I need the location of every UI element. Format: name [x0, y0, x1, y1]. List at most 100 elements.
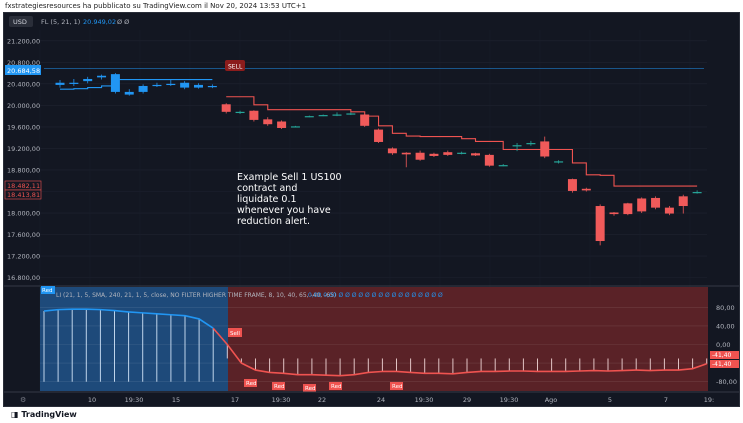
time-tick: 19:30	[500, 396, 519, 404]
candle-body	[166, 83, 176, 86]
osc-tag-sell: Sell	[228, 328, 242, 337]
candle-body	[567, 179, 577, 191]
svg-text:Red: Red	[331, 384, 341, 390]
candle	[692, 190, 702, 194]
candle	[318, 114, 328, 117]
candle-body	[207, 85, 217, 88]
osc-legend-values: 0,00 0,00 Ø Ø Ø Ø Ø Ø Ø Ø Ø Ø Ø Ø Ø Ø Ø …	[308, 292, 443, 299]
red-price-text-2: 18.413,81	[7, 191, 40, 199]
branding-bar: ◨ TradingView	[3, 408, 740, 423]
publication-caption: fxstrategiesresources ha pubblicato su T…	[5, 2, 307, 10]
candle	[609, 211, 619, 216]
osc-value-label-1: -41,40	[710, 351, 739, 359]
tradingview-logo: ◨ TradingView	[11, 410, 77, 419]
annotation-text: Example Sell 1 US100 contract and liquid…	[237, 172, 342, 227]
candle-body	[374, 129, 384, 142]
candle-body	[595, 206, 605, 242]
price-tick: 20.000,00	[7, 102, 40, 110]
candle-body	[484, 154, 494, 166]
candle	[374, 128, 384, 144]
osc-tick: 40,00	[716, 322, 735, 330]
candle	[221, 103, 231, 114]
annotation-line-1: Example Sell 1 US100	[237, 172, 342, 183]
candle-body	[429, 153, 439, 156]
time-axis[interactable]: 10 19:30 15 17 19:30 22 24 19:30 29 19:30 Ago 5 7 19:	[88, 396, 714, 404]
time-tick: 5	[608, 396, 612, 404]
annotation-line-2: contract and	[237, 183, 297, 194]
svg-text:Red: Red	[274, 384, 284, 390]
candle	[97, 74, 107, 80]
annotation-line-5: reduction alert.	[237, 216, 310, 227]
candle-body	[346, 113, 356, 115]
candle-body	[471, 153, 480, 156]
candle	[346, 112, 356, 116]
indicator-value: 20.949,02	[83, 18, 116, 26]
candle-body	[498, 165, 508, 167]
candle-body	[263, 119, 273, 125]
candle-body	[277, 121, 287, 128]
candle	[304, 115, 314, 118]
chart-canvas[interactable]: USD FL (5, 21, 1) 20.949,02 Ø Ø 21.200,0…	[4, 13, 739, 406]
trailing-stop-blue	[60, 78, 213, 90]
time-tick: 24	[377, 396, 385, 404]
price-tick: 18.800,00	[7, 166, 40, 174]
candle	[152, 82, 162, 88]
candle-body	[152, 84, 162, 87]
candle-body	[457, 152, 467, 154]
candle-body	[138, 85, 148, 92]
candle	[69, 78, 79, 86]
candle-body	[124, 91, 134, 95]
sell-flag[interactable]: SELL	[225, 60, 245, 71]
price-tick: 20.400,00	[7, 80, 40, 88]
sell-flag-label: SELL	[228, 64, 243, 71]
candle-body	[526, 143, 536, 145]
candle	[498, 164, 508, 167]
candle-body	[83, 78, 93, 82]
time-tick: 19:	[704, 396, 714, 404]
candle-body	[55, 82, 65, 85]
candle	[194, 83, 203, 89]
candle	[401, 152, 411, 168]
candle	[651, 196, 661, 210]
currency-badge[interactable]	[9, 16, 33, 27]
candle-body	[637, 198, 647, 212]
candle	[415, 150, 425, 161]
candle-body	[110, 74, 120, 92]
candle-body	[318, 115, 328, 117]
svg-text:Red: Red	[392, 384, 402, 390]
chart-frame[interactable]: USD FL (5, 21, 1) 20.949,02 Ø Ø 21.200,0…	[3, 12, 740, 407]
candle	[263, 117, 273, 126]
candle	[429, 152, 439, 158]
svg-text:Red: Red	[246, 381, 256, 387]
candle	[235, 110, 245, 114]
candle	[512, 143, 522, 152]
candle	[387, 147, 397, 155]
candle	[567, 178, 577, 193]
candle	[678, 194, 688, 214]
candle	[554, 160, 564, 164]
price-tick: 16.800,00	[7, 274, 40, 282]
trailing-stop-red	[226, 96, 698, 187]
candle	[595, 204, 605, 246]
svg-text:Sell: Sell	[230, 331, 240, 337]
osc-tick: 0,00	[716, 341, 730, 349]
candle-body	[221, 104, 231, 112]
candle-body	[180, 82, 190, 88]
candle-body	[415, 152, 425, 160]
currency-label: USD	[13, 18, 27, 26]
candle-body	[512, 145, 522, 147]
candle-body	[678, 196, 688, 207]
osc-tag-red-5: Red	[390, 382, 403, 390]
candle	[637, 197, 647, 214]
candle	[277, 120, 287, 130]
red-price-label-2: 18.413,81	[4, 189, 42, 200]
candle	[471, 152, 480, 156]
last-price-label: 20.684,58	[5, 65, 41, 75]
time-tick: 17	[231, 396, 239, 404]
candle-body	[540, 141, 550, 157]
price-tick: 21.200,00	[7, 37, 40, 45]
candle	[138, 84, 148, 94]
red-price-label-1: 18.482,11	[4, 180, 42, 191]
settings-gear-icon[interactable]: ⚙	[20, 396, 26, 404]
price-tick: 17.200,00	[7, 253, 40, 261]
